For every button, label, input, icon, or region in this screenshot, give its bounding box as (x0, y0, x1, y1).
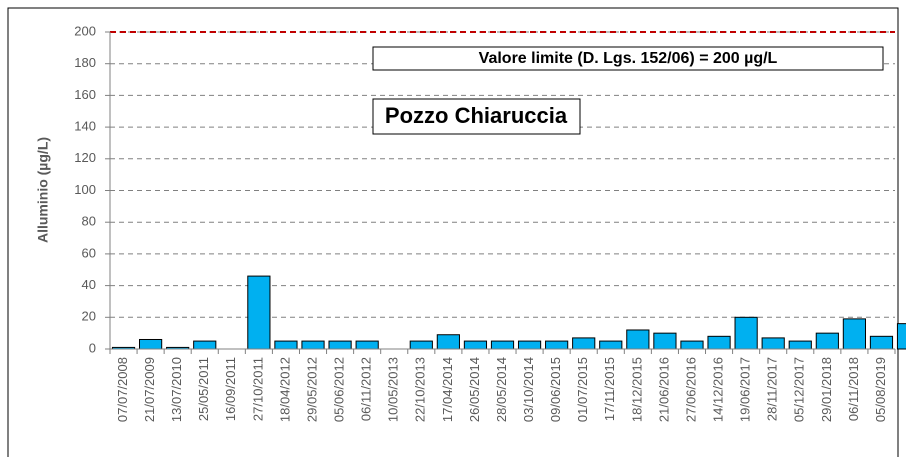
x-tick-label: 27/10/2011 (250, 357, 265, 421)
bar (842, 318, 866, 350)
bar (274, 340, 298, 350)
y-tick-label: 140 (74, 119, 96, 134)
x-tick-label: 29/05/2012 (304, 357, 319, 422)
bar (301, 340, 325, 350)
x-tick-label: 01/07/2015 (575, 357, 590, 422)
y-tick-label: 40 (82, 277, 96, 292)
bar (653, 332, 677, 350)
annotation-box (372, 46, 884, 71)
chart-frame (7, 7, 899, 457)
y-tick-label: 0 (89, 340, 96, 355)
bar (193, 340, 217, 350)
x-tick-label: 05/12/2017 (792, 357, 807, 422)
x-tick-label: 16/09/2011 (223, 357, 238, 421)
y-axis-label: Alluminio (µg/L) (35, 137, 51, 243)
annotation-box (372, 98, 581, 135)
x-tick-label: 21/06/2016 (656, 357, 671, 422)
bar (761, 337, 785, 350)
x-tick-label: 27/06/2016 (683, 357, 698, 422)
bar (626, 329, 650, 350)
bar (869, 335, 894, 350)
bar (680, 340, 704, 350)
bar (572, 337, 596, 350)
bar (734, 316, 758, 350)
y-tick-label: 180 (74, 55, 96, 70)
x-tick-label: 22/10/2013 (413, 357, 428, 422)
y-tick-label: 120 (74, 150, 96, 165)
x-tick-label: 13/07/2010 (169, 357, 184, 422)
bar (463, 340, 488, 350)
annotation: Valore limite (D. Lgs. 152/06) = 200 µg/… (479, 50, 778, 67)
x-tick-label: 06/11/2012 (359, 357, 374, 421)
bar (815, 332, 839, 350)
x-tick-label: 29/01/2018 (819, 357, 834, 422)
bar (436, 334, 460, 350)
bar (355, 340, 379, 350)
y-tick-label: 20 (82, 309, 96, 324)
x-tick-label: 21/07/2009 (142, 357, 157, 422)
x-tick-label: 06/11/2018 (846, 357, 861, 421)
x-tick-label: 17/11/2015 (602, 357, 617, 421)
x-tick-label: 03/10/2014 (521, 357, 536, 422)
x-tick-label: 05/08/2019 (873, 357, 888, 422)
bar (517, 340, 542, 350)
bar (490, 340, 515, 350)
x-tick-label: 05/06/2012 (332, 357, 347, 422)
bar (139, 338, 163, 350)
x-tick-label: 17/04/2014 (440, 357, 455, 422)
x-tick-label: 19/06/2017 (738, 357, 753, 422)
bar (599, 340, 623, 350)
bar (328, 340, 352, 350)
bar (896, 323, 906, 350)
x-tick-label: 18/12/2015 (629, 357, 644, 422)
bar (707, 335, 731, 350)
annotation: Pozzo Chiaruccia (385, 103, 568, 128)
bar (545, 340, 569, 350)
y-tick-label: 80 (82, 214, 96, 229)
x-tick-label: 28/11/2017 (765, 357, 780, 421)
x-tick-label: 26/05/2014 (467, 357, 482, 422)
bar (409, 340, 433, 350)
y-tick-label: 200 (74, 23, 96, 38)
y-tick-label: 60 (82, 245, 96, 260)
x-tick-label: 18/04/2012 (277, 357, 292, 422)
x-tick-label: 25/05/2011 (196, 357, 211, 421)
y-tick-label: 100 (74, 182, 96, 197)
x-tick-label: 07/07/2008 (115, 357, 130, 422)
x-tick-label: 28/05/2014 (494, 357, 509, 422)
bar (788, 340, 812, 350)
x-tick-label: 14/12/2016 (710, 357, 725, 422)
x-tick-label: 09/06/2015 (548, 357, 563, 422)
y-tick-label: 160 (74, 87, 96, 102)
x-tick-label: 10/05/2013 (386, 357, 401, 422)
bar (247, 275, 271, 350)
